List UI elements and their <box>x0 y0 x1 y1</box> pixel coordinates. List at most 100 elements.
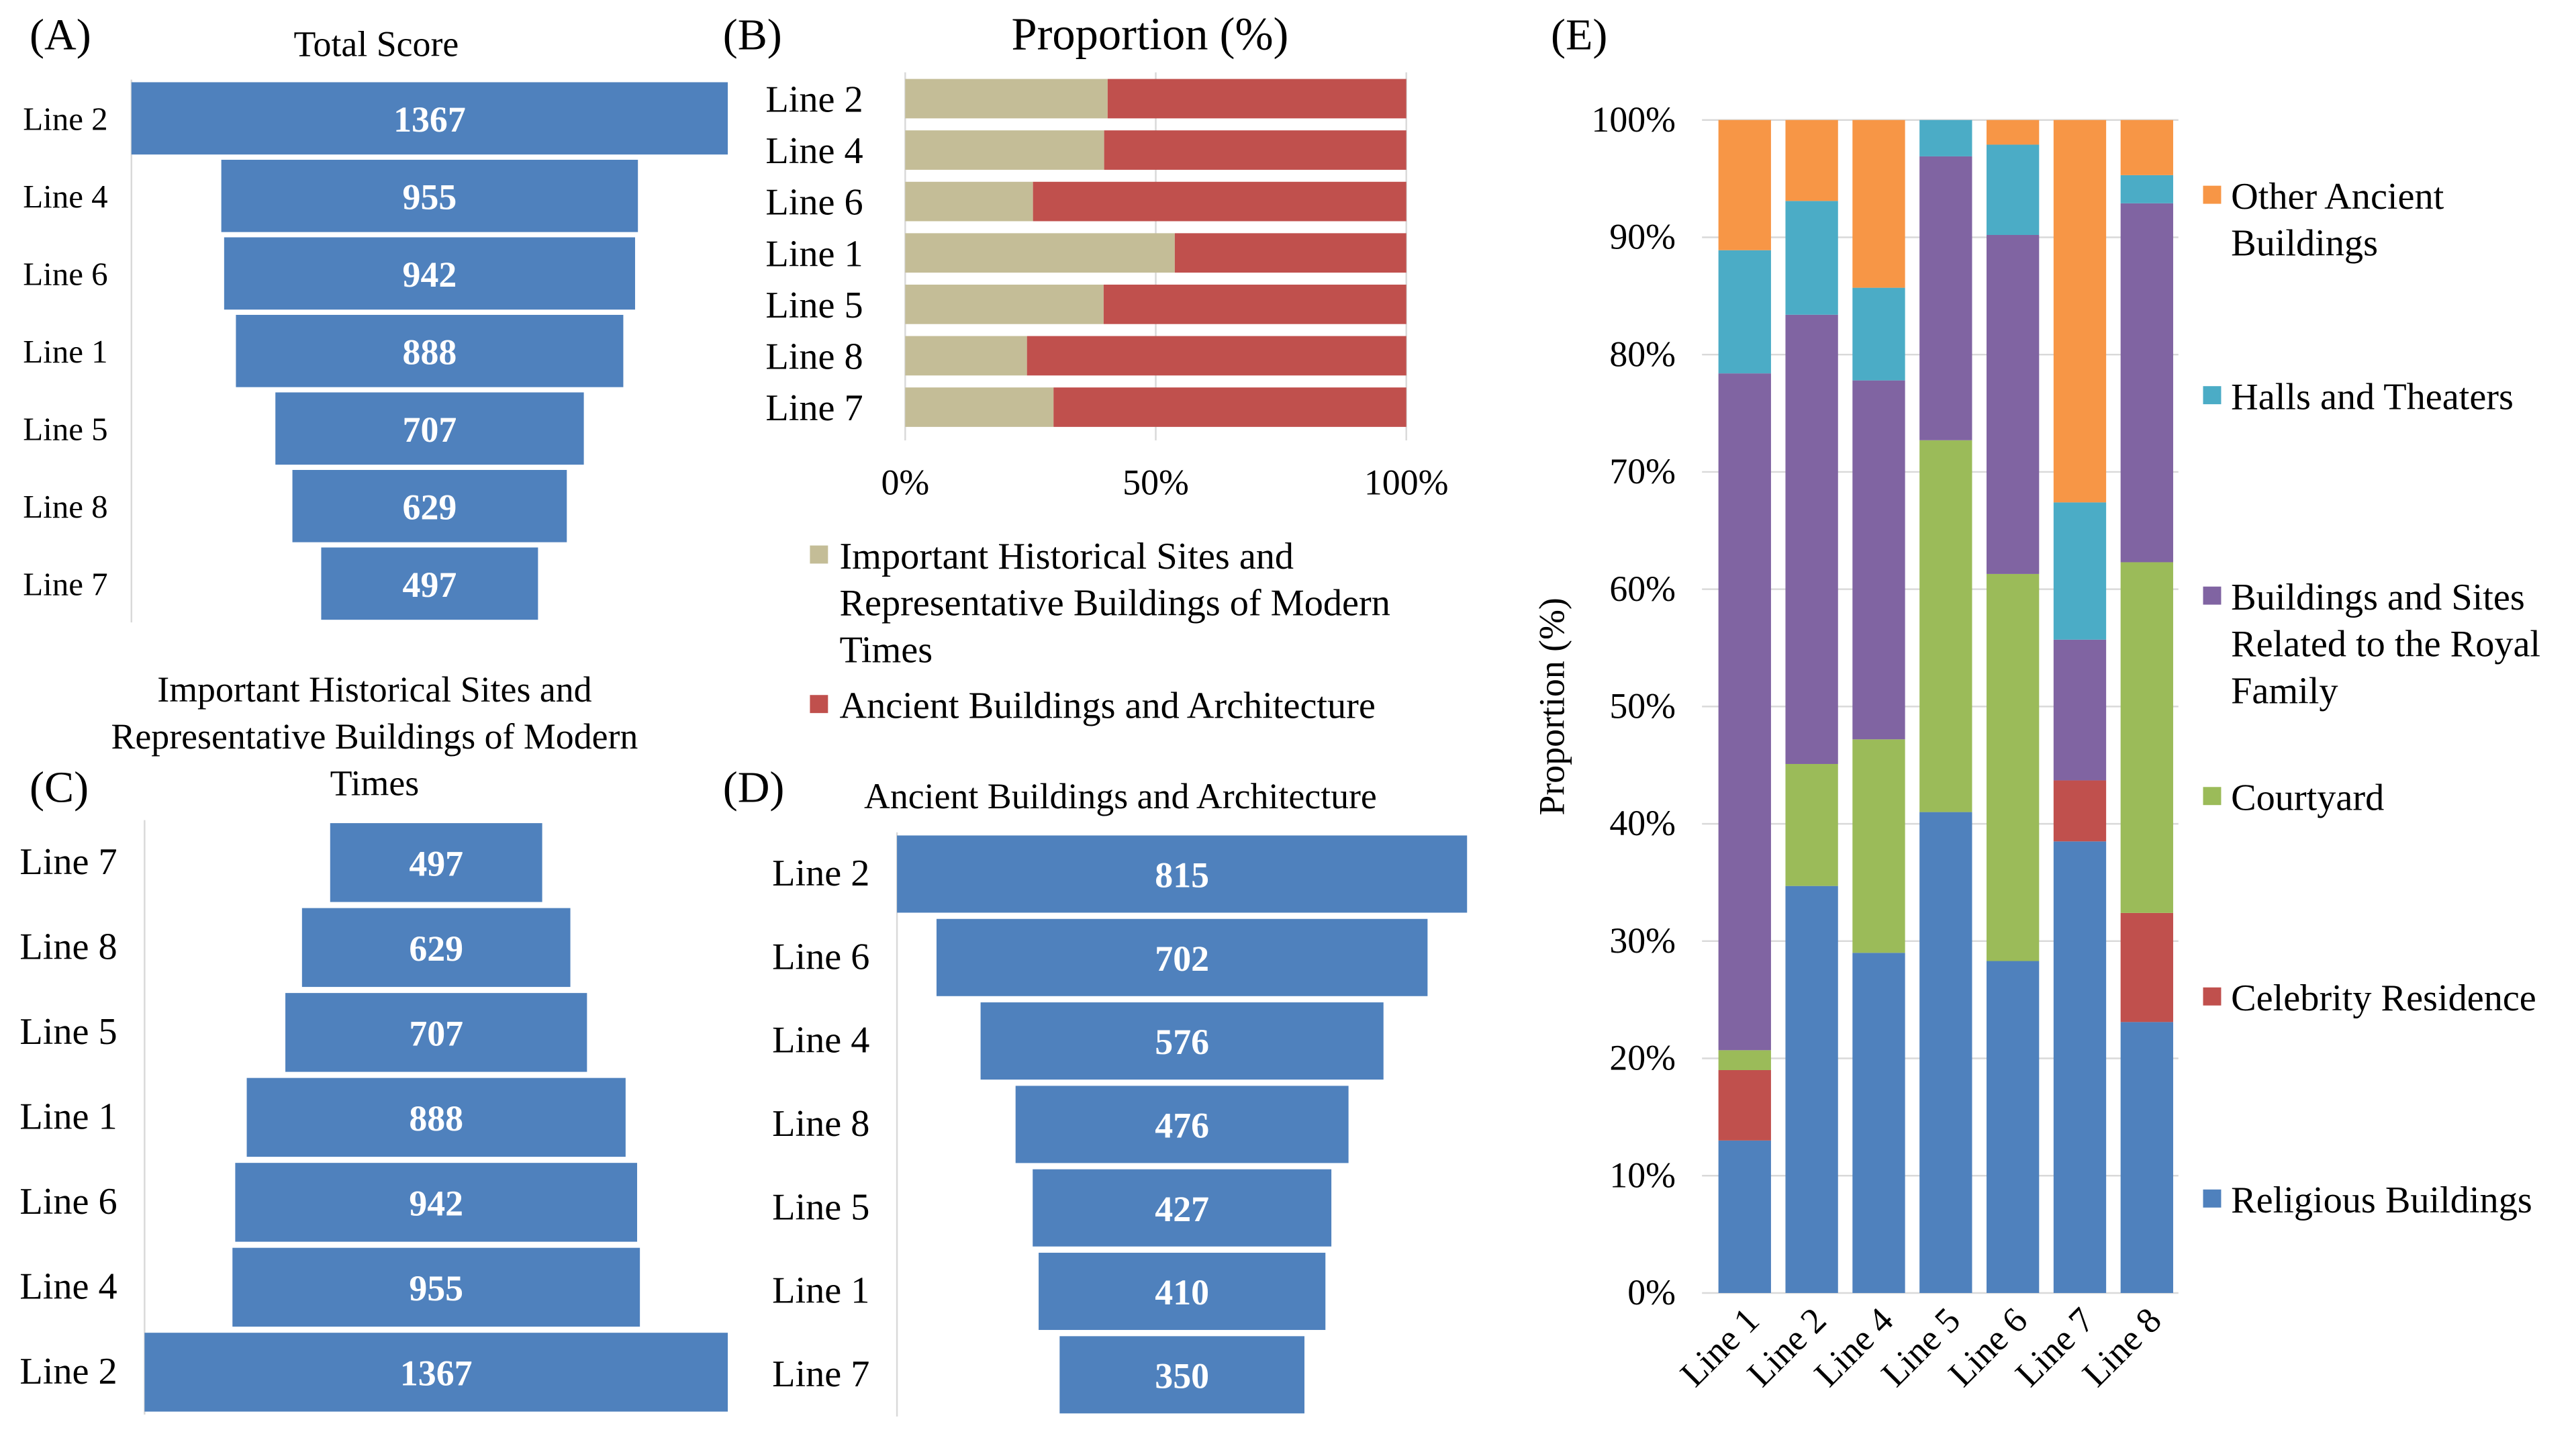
data-label: 576 <box>1155 1022 1209 1062</box>
legend-label: Important Historical Sites and <box>839 536 1294 577</box>
y-tick-label: 80% <box>1609 334 1676 374</box>
chart-title-line: Times <box>330 763 420 804</box>
category-label: Line 2 <box>1739 1300 1834 1394</box>
category-label: Line 6 <box>1940 1300 2035 1394</box>
data-label: 629 <box>403 487 457 527</box>
category-label: Line 1 <box>1672 1300 1767 1394</box>
data-label: 1367 <box>400 1353 473 1393</box>
bar-segment <box>2053 502 2107 640</box>
legend-swatch <box>810 695 828 714</box>
category-label: Line 8 <box>23 488 107 525</box>
legend-label: Other Ancient <box>2231 176 2444 218</box>
bar-segment <box>1986 144 2040 235</box>
bar-segment <box>1852 380 1905 740</box>
bar-segment <box>1033 181 1406 222</box>
bar-segment <box>1986 234 2040 574</box>
data-label: 942 <box>409 1183 463 1223</box>
x-tick-label: 50% <box>1123 463 1189 503</box>
y-tick-label: 30% <box>1609 920 1676 961</box>
category-label: Line 8 <box>19 926 117 967</box>
category-label: Line 2 <box>772 853 869 894</box>
bar-segment <box>2120 175 2173 203</box>
legend-swatch <box>2203 1189 2222 1208</box>
bar <box>285 993 587 1072</box>
category-label: Line 7 <box>23 565 107 602</box>
data-label: 427 <box>1155 1189 1209 1229</box>
category-label: Line 1 <box>23 333 107 370</box>
category-label: Line 1 <box>772 1270 869 1312</box>
bar-segment <box>2053 841 2107 1293</box>
data-label: 888 <box>403 332 457 372</box>
data-label: 497 <box>403 565 457 605</box>
bar-segment <box>1785 314 1838 764</box>
category-label: Line 6 <box>23 255 107 292</box>
bar <box>131 82 728 155</box>
bar-segment <box>905 233 1175 273</box>
data-label: 410 <box>1155 1272 1209 1312</box>
category-label: Line 5 <box>1874 1300 1968 1394</box>
legend-swatch <box>810 545 828 564</box>
chart-title-line: Representative Buildings of Modern <box>111 716 638 757</box>
y-axis-label: Proportion (%) <box>1532 597 1572 815</box>
data-label: 955 <box>409 1268 463 1308</box>
chart-e-category-proportion: 0% 10% 20% 30% 40% 50% 60% 70% 80% 90% 100% Proport… <box>1532 99 2540 1394</box>
bar-segment <box>1718 250 1771 374</box>
y-tick-label: 20% <box>1609 1038 1676 1078</box>
bar-segment <box>2053 119 2107 503</box>
bar <box>321 547 538 620</box>
legend-swatch <box>2203 787 2222 806</box>
chart-title: Proportion (%) <box>1012 9 1289 60</box>
bar-segment <box>2120 912 2173 1022</box>
data-label: 707 <box>409 1013 463 1053</box>
category-label: Line 7 <box>19 841 117 883</box>
bar-segment <box>2053 780 2107 842</box>
panel-label-d: (D) <box>723 763 785 812</box>
data-label: 702 <box>1155 939 1209 979</box>
bar <box>1039 1253 1326 1331</box>
data-label: 476 <box>1155 1105 1209 1145</box>
bar <box>275 392 584 465</box>
bar-segment <box>1852 739 1905 953</box>
y-tick-label: 10% <box>1609 1155 1676 1195</box>
bar-segment <box>1852 287 1905 381</box>
bar-segment <box>905 181 1033 222</box>
bar-segment <box>1107 79 1406 119</box>
category-label: Line 4 <box>765 130 863 172</box>
bar-segment <box>2120 119 2173 175</box>
bar <box>936 918 1428 996</box>
bar-segment <box>1919 156 1972 440</box>
x-tick-label: 0% <box>881 463 929 503</box>
y-tick-label: 70% <box>1609 451 1676 491</box>
category-label: Line 7 <box>2007 1300 2102 1394</box>
bar <box>1033 1169 1332 1247</box>
data-label: 350 <box>1155 1355 1209 1396</box>
panel-label-a: (A) <box>30 11 91 60</box>
legend-label: Related to the Royal <box>2231 624 2540 665</box>
bar <box>221 159 638 232</box>
y-tick-label: 0% <box>1627 1272 1676 1312</box>
bar <box>232 1247 640 1327</box>
bar-segment <box>1785 885 1838 1293</box>
bar-segment <box>905 284 1104 324</box>
bar <box>224 237 635 310</box>
bar-segment <box>1919 440 1972 812</box>
category-label: Line 7 <box>772 1353 869 1395</box>
legend-swatch <box>2203 586 2222 605</box>
legend-label: Halls and Theaters <box>2231 376 2514 418</box>
bar-segment <box>1852 119 1905 288</box>
category-label: Line 8 <box>765 336 863 377</box>
bar-segment <box>1718 1140 1771 1293</box>
category-label: Line 6 <box>19 1181 117 1223</box>
bar-segment <box>1053 387 1406 427</box>
bar-segment <box>2120 1022 2173 1293</box>
category-label: Line 8 <box>772 1103 869 1145</box>
bar-segment <box>1919 812 1972 1293</box>
category-label: Line 1 <box>765 233 863 275</box>
category-label: Line 7 <box>765 387 863 429</box>
bar <box>301 908 571 988</box>
bar-segment <box>1785 201 1838 315</box>
x-tick-label: 100% <box>1364 463 1449 503</box>
data-label: 955 <box>403 177 457 217</box>
bar-segment <box>1986 573 2040 961</box>
